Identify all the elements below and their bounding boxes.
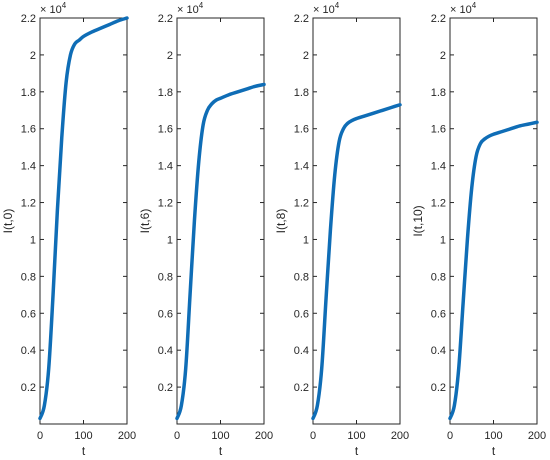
- y-tick-label: 1.8: [431, 87, 446, 99]
- y-tick-label: 2: [440, 50, 446, 62]
- y-tick-label: 1.8: [294, 87, 309, 99]
- y-tick-label: 0.8: [21, 271, 36, 283]
- y-tick-label: 0.6: [431, 308, 446, 320]
- y-tick-label: 2.2: [158, 13, 173, 25]
- y-tick-label: 0.6: [294, 308, 309, 320]
- y-tick-label: 0.4: [158, 345, 173, 357]
- x-tick-label: 200: [255, 430, 273, 442]
- y-axis-label: I(t,6): [138, 209, 152, 234]
- subplot-3: 0 100 200 0.2 0.4 0.6 0.8 1 1.2 1.4 1.6 1.8 2 2.2 × 10…: [274, 1, 409, 458]
- y-axis-label: I(t,10): [411, 205, 425, 236]
- y-tick-label: 0.8: [431, 271, 446, 283]
- y-tick-label: 0.4: [294, 345, 309, 357]
- y-exponent-label: × 104: [450, 1, 477, 16]
- y-tick-label: 1.2: [431, 198, 446, 210]
- y-tick-label: 0.2: [158, 382, 173, 394]
- y-axis-label: I(t,0): [1, 209, 15, 234]
- y-exponent-base: × 10: [177, 4, 199, 16]
- subplot-1: 0 100 200 0.2 0.4 0.6 0.8 1 1.2 1.4 1.6 1.8 2 2.2 × 10…: [1, 1, 136, 458]
- x-tick-label: 200: [528, 430, 546, 442]
- axes-box: [176, 17, 265, 425]
- y-tick-label: 2.2: [21, 13, 36, 25]
- y-exponent-label: × 104: [40, 1, 67, 16]
- x-tick-label: 100: [347, 430, 365, 442]
- y-tick-label: 0.2: [431, 382, 446, 394]
- y-exponent-label: × 104: [177, 1, 204, 16]
- x-axis-label: t: [492, 444, 496, 458]
- axes-box: [449, 17, 538, 425]
- x-tick-label: 0: [447, 430, 453, 442]
- axes-box: [312, 17, 401, 425]
- y-exponent-power: 4: [472, 1, 477, 10]
- y-tick-label: 1: [30, 234, 36, 246]
- y-tick-label: 1.2: [21, 198, 36, 210]
- x-tick-label: 0: [174, 430, 180, 442]
- y-tick-label: 1.8: [158, 87, 173, 99]
- y-tick-label: 0.8: [158, 271, 173, 283]
- y-tick-label: 1.6: [431, 124, 446, 136]
- x-tick-label: 100: [484, 430, 502, 442]
- y-tick-label: 1: [440, 234, 446, 246]
- x-tick-label: 100: [211, 430, 229, 442]
- y-exponent-base: × 10: [40, 4, 62, 16]
- x-tick-label: 0: [310, 430, 316, 442]
- y-tick-label: 1: [303, 234, 309, 246]
- y-tick-label: 1.2: [158, 198, 173, 210]
- y-tick-label: 0.6: [21, 308, 36, 320]
- y-tick-label: 0.8: [294, 271, 309, 283]
- y-tick-label: 1.2: [294, 198, 309, 210]
- y-tick-label: 2: [30, 50, 36, 62]
- series-line: [311, 102, 402, 421]
- y-tick-label: 1.4: [431, 161, 446, 173]
- x-tick-label: 100: [74, 430, 92, 442]
- series-line: [175, 82, 266, 421]
- y-tick-label: 0.4: [21, 345, 36, 357]
- series-line: [38, 16, 129, 421]
- y-tick-label: 1.4: [21, 161, 36, 173]
- y-tick-label: 1: [167, 234, 173, 246]
- y-tick-label: 0.2: [21, 382, 36, 394]
- x-tick-label: 200: [391, 430, 409, 442]
- x-axis-label: t: [219, 444, 223, 458]
- x-axis-label: t: [355, 444, 359, 458]
- y-tick-label: 0.2: [294, 382, 309, 394]
- y-tick-label: 2: [303, 50, 309, 62]
- series-line: [448, 120, 539, 421]
- y-exponent-base: × 10: [450, 4, 472, 16]
- y-tick-label: 1.6: [21, 124, 36, 136]
- x-axis-label: t: [82, 444, 86, 458]
- subplot-4: 0 100 200 0.2 0.4 0.6 0.8 1 1.2 1.4 1.6 1.8 2 2.2 × 10…: [411, 1, 546, 458]
- y-tick-label: 1.4: [294, 161, 309, 173]
- y-exponent-power: 4: [62, 1, 67, 10]
- y-tick-label: 2.2: [294, 13, 309, 25]
- y-exponent-base: × 10: [313, 4, 335, 16]
- y-tick-label: 2.2: [431, 13, 446, 25]
- subplot-2: 0 100 200 0.2 0.4 0.6 0.8 1 1.2 1.4 1.6 1.8 2 2.2 × 10…: [138, 1, 273, 458]
- y-tick-label: 0.6: [158, 308, 173, 320]
- y-tick-label: 1.4: [158, 161, 173, 173]
- x-tick-label: 200: [118, 430, 136, 442]
- y-exponent-power: 4: [335, 1, 340, 10]
- y-exponent-power: 4: [199, 1, 204, 10]
- x-tick-label: 0: [37, 430, 43, 442]
- y-tick-label: 1.6: [158, 124, 173, 136]
- y-tick-label: 1.8: [21, 87, 36, 99]
- axes-box: [39, 17, 128, 425]
- y-exponent-label: × 104: [313, 1, 340, 16]
- y-tick-label: 2: [167, 50, 173, 62]
- y-tick-label: 1.6: [294, 124, 309, 136]
- y-tick-label: 0.4: [431, 345, 446, 357]
- y-axis-label: I(t,8): [274, 209, 288, 234]
